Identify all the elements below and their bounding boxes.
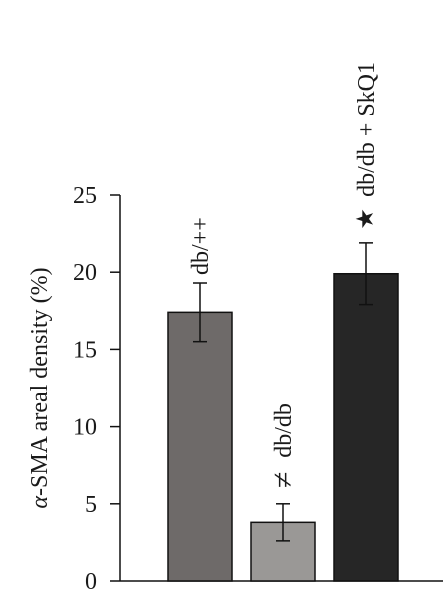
category-label-2: db/db xyxy=(271,403,297,458)
y-tick-label-5: 5 xyxy=(85,492,97,518)
y-axis-label-text: -SMA areal density (%) xyxy=(27,267,53,496)
category-label-1: db/++ xyxy=(188,217,214,275)
significance-marker-3: ★ xyxy=(353,208,379,230)
bar-3 xyxy=(333,272,399,582)
y-tick-label-15: 15 xyxy=(73,337,97,363)
y-axis-label: α-SMA areal density (%) xyxy=(27,267,53,508)
y-tick-label-0: 0 xyxy=(85,569,97,595)
bar-1 xyxy=(167,311,233,582)
significance-marker-2: ≠ xyxy=(267,472,300,488)
y-axis-label-greek: α xyxy=(27,496,53,509)
bars: db/++ ≠ db/db ★ db/db + SkQ1 xyxy=(167,62,399,582)
y-ticks: 0 5 10 15 20 25 xyxy=(73,183,120,595)
category-label-3: db/db + SkQ1 xyxy=(354,62,380,197)
y-tick-label-25: 25 xyxy=(73,183,97,209)
y-tick-label-10: 10 xyxy=(73,415,97,441)
y-tick-label-20: 20 xyxy=(73,260,97,286)
